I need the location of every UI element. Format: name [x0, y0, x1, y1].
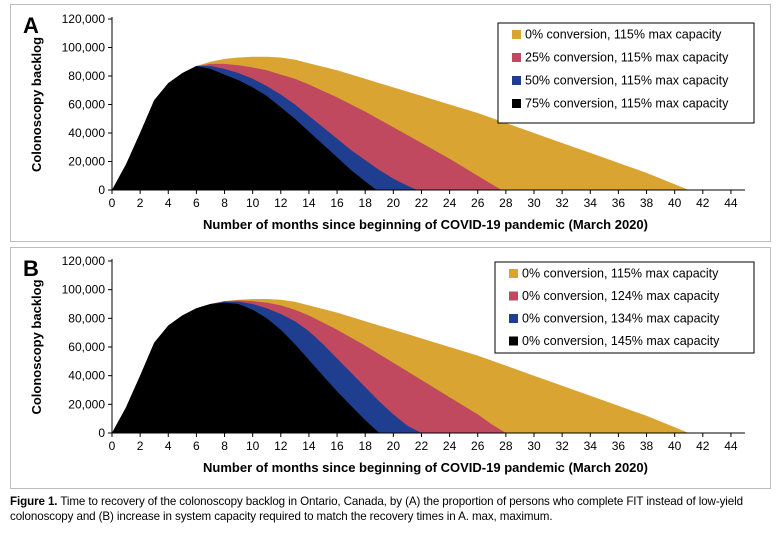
- x-tick-label: 36: [612, 196, 626, 210]
- x-tick-label: 44: [724, 439, 738, 453]
- x-tick-label: 18: [359, 196, 373, 210]
- legend-label: 50% conversion, 115% max capacity: [525, 74, 729, 88]
- y-tick-label: 120,000: [62, 12, 106, 26]
- x-tick-label: 34: [584, 439, 598, 453]
- y-tick-label: 40,000: [68, 126, 105, 140]
- legend-swatch: [509, 336, 518, 346]
- x-tick-label: 28: [499, 439, 513, 453]
- legend-swatch: [512, 76, 521, 85]
- legend-label: 75% conversion, 115% max capacity: [525, 97, 729, 111]
- x-tick-label: 42: [696, 439, 710, 453]
- x-tick-label: 10: [246, 196, 260, 210]
- x-tick-label: 28: [499, 196, 513, 210]
- x-tick-label: 16: [330, 196, 344, 210]
- x-tick-label: 18: [359, 439, 373, 453]
- x-tick-label: 20: [387, 439, 401, 453]
- x-tick-label: 24: [443, 439, 457, 453]
- caption-text: Time to recovery of the colonoscopy back…: [10, 495, 743, 523]
- x-tick-label: 26: [471, 439, 485, 453]
- y-tick-label: 0: [98, 183, 105, 197]
- y-tick-label: 80,000: [68, 69, 105, 83]
- x-tick-label: 44: [724, 196, 738, 210]
- x-tick-label: 34: [584, 196, 598, 210]
- caption-label: Figure 1.: [10, 495, 58, 508]
- x-tick-label: 12: [274, 196, 288, 210]
- x-tick-label: 10: [246, 439, 260, 453]
- x-tick-label: 22: [415, 439, 429, 453]
- x-tick-label: 40: [668, 196, 682, 210]
- y-tick-label: 40,000: [68, 369, 105, 383]
- y-axis-title: Colonoscopy backlog: [29, 279, 44, 414]
- y-tick-label: 60,000: [68, 340, 105, 354]
- legend-label: 0% conversion, 115% max capacity: [525, 28, 722, 42]
- x-tick-label: 38: [640, 196, 654, 210]
- legend-label: 0% conversion, 115% max capacity: [522, 267, 719, 281]
- x-tick-label: 30: [527, 439, 541, 453]
- x-tick-label: 12: [274, 439, 288, 453]
- y-axis-title: Colonoscopy backlog: [29, 37, 44, 172]
- y-tick-label: 80,000: [68, 311, 105, 325]
- panel-label: A: [23, 13, 39, 38]
- x-tick-label: 16: [330, 439, 344, 453]
- legend-swatch: [512, 30, 521, 39]
- x-tick-label: 6: [193, 196, 200, 210]
- x-tick-label: 40: [668, 439, 682, 453]
- panel-label: B: [23, 256, 39, 281]
- legend-label: 25% conversion, 115% max capacity: [525, 51, 729, 65]
- x-tick-label: 0: [109, 439, 116, 453]
- legend-label: 0% conversion, 134% max capacity: [522, 312, 720, 326]
- legend-swatch: [512, 53, 521, 62]
- y-tick-label: 60,000: [68, 98, 105, 112]
- area-series-4: [112, 66, 377, 190]
- y-tick-label: 100,000: [62, 41, 106, 55]
- x-tick-label: 42: [696, 196, 710, 210]
- chart-panel-b: B 0 20,000 40,000 60,000 80,000 100,000 120,000…: [10, 247, 771, 489]
- x-tick-label: 24: [443, 196, 457, 210]
- y-tick-label: 20,000: [68, 155, 105, 169]
- y-tick-label: 0: [98, 426, 105, 440]
- legend-box: [494, 261, 755, 354]
- x-tick-label: 20: [387, 196, 401, 210]
- legend-swatch: [509, 291, 518, 301]
- y-tick-label: 100,000: [62, 283, 106, 297]
- x-axis-title: Number of months since beginning of COVI…: [203, 217, 648, 232]
- x-tick-label: 6: [193, 439, 200, 453]
- chart-b-svg: B 0 20,000 40,000 60,000 80,000 100,000 120,000…: [23, 254, 755, 475]
- x-tick-label: 14: [302, 439, 316, 453]
- x-tick-label: 32: [555, 439, 569, 453]
- legend-box: [497, 22, 755, 124]
- x-tick-label: 14: [302, 196, 316, 210]
- legend-swatch: [512, 99, 521, 108]
- chart-a-svg: A 0 20,000 40,000 60,000 80,000 100,000 120,000…: [23, 12, 755, 232]
- x-tick-label: 26: [471, 196, 485, 210]
- legend-label: 0% conversion, 124% max capacity: [522, 289, 720, 303]
- legend-swatch: [509, 269, 518, 278]
- x-tick-label: 4: [165, 439, 172, 453]
- legend-label: 0% conversion, 145% max capacity: [522, 334, 720, 348]
- area-series-4: [112, 302, 380, 433]
- figure-caption: Figure 1. Time to recovery of the colono…: [10, 494, 770, 524]
- x-tick-label: 22: [415, 196, 429, 210]
- legend-swatch: [509, 314, 518, 323]
- x-tick-label: 2: [137, 196, 144, 210]
- x-tick-label: 38: [640, 439, 654, 453]
- x-tick-label: 36: [612, 439, 626, 453]
- x-tick-label: 2: [137, 439, 144, 453]
- x-tick-label: 0: [109, 196, 116, 210]
- x-axis-title: Number of months since beginning of COVI…: [203, 460, 648, 475]
- x-tick-label: 30: [527, 196, 541, 210]
- chart-panel-a: A 0 20,000 40,000 60,000 80,000 100,000 120,000…: [10, 4, 771, 242]
- y-tick-label: 20,000: [68, 397, 105, 411]
- x-tick-label: 4: [165, 196, 172, 210]
- x-tick-label: 8: [221, 439, 228, 453]
- x-tick-label: 32: [555, 196, 569, 210]
- x-tick-label: 8: [221, 196, 228, 210]
- y-tick-label: 120,000: [62, 254, 106, 268]
